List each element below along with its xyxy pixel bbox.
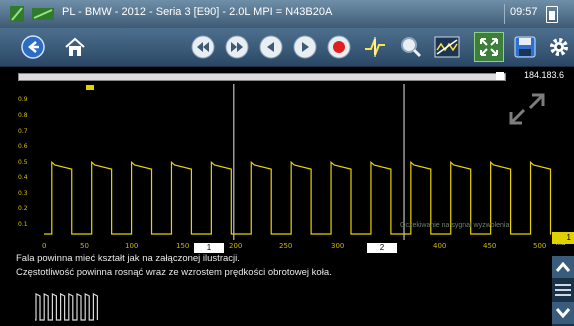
- channel-tab[interactable]: 1: [552, 232, 574, 244]
- record-button[interactable]: [324, 32, 354, 62]
- timeline-readout: 184.183.6: [524, 70, 565, 80]
- step-back-button[interactable]: [256, 32, 286, 62]
- battery-icon: [546, 6, 558, 23]
- x-tick: 200: [229, 242, 243, 250]
- instructions-text: Fala powinna mieć kształt jak na załączo…: [16, 252, 546, 280]
- x-tick: 450: [483, 242, 497, 250]
- home-icon: [65, 37, 85, 56]
- scope-settings-button[interactable]: [432, 32, 462, 62]
- timeline-scroll-thumb[interactable]: [496, 72, 504, 80]
- step-forward-icon: [293, 35, 317, 59]
- title-bar: PL - BMW - 2012 - Seria 3 [E90] - 2.0L M…: [0, 0, 574, 28]
- fast-forward-button[interactable]: [222, 32, 252, 62]
- back-arrow-icon: [21, 35, 45, 59]
- fast-forward-icon: [225, 35, 249, 59]
- record-icon: [327, 35, 351, 59]
- rewind-button[interactable]: [188, 32, 218, 62]
- clock: 09:57: [510, 6, 538, 18]
- trigger-button[interactable]: [360, 32, 390, 62]
- fit-screen-button[interactable]: [474, 32, 504, 62]
- rewind-icon: [191, 35, 215, 59]
- trigger-icon: [365, 37, 385, 57]
- y-tick: 0.2: [18, 205, 28, 212]
- floppy-icon: [514, 36, 536, 58]
- fit-screen-icon: [480, 38, 498, 56]
- y-tick: 0.8: [18, 112, 28, 119]
- cursor-2-label[interactable]: 2: [367, 243, 397, 253]
- waveform-graph[interactable]: [0, 82, 574, 240]
- waveform-trace: [44, 160, 552, 235]
- scroll-up-button[interactable]: [552, 256, 574, 278]
- vehicle-title: PL - BMW - 2012 - Seria 3 [E90] - 2.0L M…: [62, 6, 333, 18]
- step-forward-button[interactable]: [290, 32, 320, 62]
- reference-waveform-image: [35, 293, 98, 321]
- title-divider: [504, 4, 505, 24]
- trigger-status: Oczekiwanie na sygnał wyzwolenia: [400, 222, 510, 229]
- x-tick: 150: [176, 242, 190, 250]
- back-button[interactable]: [18, 32, 48, 62]
- scope-icon: [434, 36, 460, 58]
- chevron-up-icon: [555, 261, 571, 272]
- timeline-scrollbar[interactable]: [18, 73, 506, 81]
- y-tick: 0.3: [18, 190, 28, 197]
- y-tick: 0.1: [18, 221, 28, 228]
- step-back-icon: [259, 35, 283, 59]
- channel-marker: [86, 85, 94, 90]
- x-tick: 250: [279, 242, 293, 250]
- cursor-1-label[interactable]: 1: [194, 243, 224, 253]
- x-tick: 500: [533, 242, 547, 250]
- y-tick: 0.7: [18, 128, 28, 135]
- scroll-grip[interactable]: [552, 280, 574, 300]
- chevron-down-icon: [555, 308, 571, 319]
- instruction-line: Fala powinna mieć kształt jak na załączo…: [16, 253, 240, 264]
- instructions-scrollbar: [552, 256, 574, 326]
- x-tick: 300: [331, 242, 345, 250]
- x-tick: 400: [433, 242, 447, 250]
- expand-icon[interactable]: [508, 92, 546, 126]
- gear-icon: [550, 38, 568, 56]
- y-tick: 0.9: [18, 96, 28, 103]
- instruction-line: Częstotliwość powinna rosnąć wraz ze wzr…: [16, 267, 332, 278]
- home-button[interactable]: [60, 32, 90, 62]
- x-tick: 100: [125, 242, 139, 250]
- save-button[interactable]: [510, 32, 540, 62]
- zoom-button[interactable]: [396, 32, 426, 62]
- x-tick: 50: [80, 242, 89, 250]
- y-tick: 0.6: [18, 143, 28, 150]
- connection-status-icon: [10, 6, 54, 22]
- y-tick: 0.5: [18, 159, 28, 166]
- magnifier-icon: [401, 37, 422, 58]
- y-tick: 0.4: [18, 174, 28, 181]
- x-tick: 0: [42, 242, 47, 250]
- toolbar: [0, 28, 574, 67]
- settings-button[interactable]: [544, 32, 574, 62]
- scroll-down-button[interactable]: [552, 302, 574, 324]
